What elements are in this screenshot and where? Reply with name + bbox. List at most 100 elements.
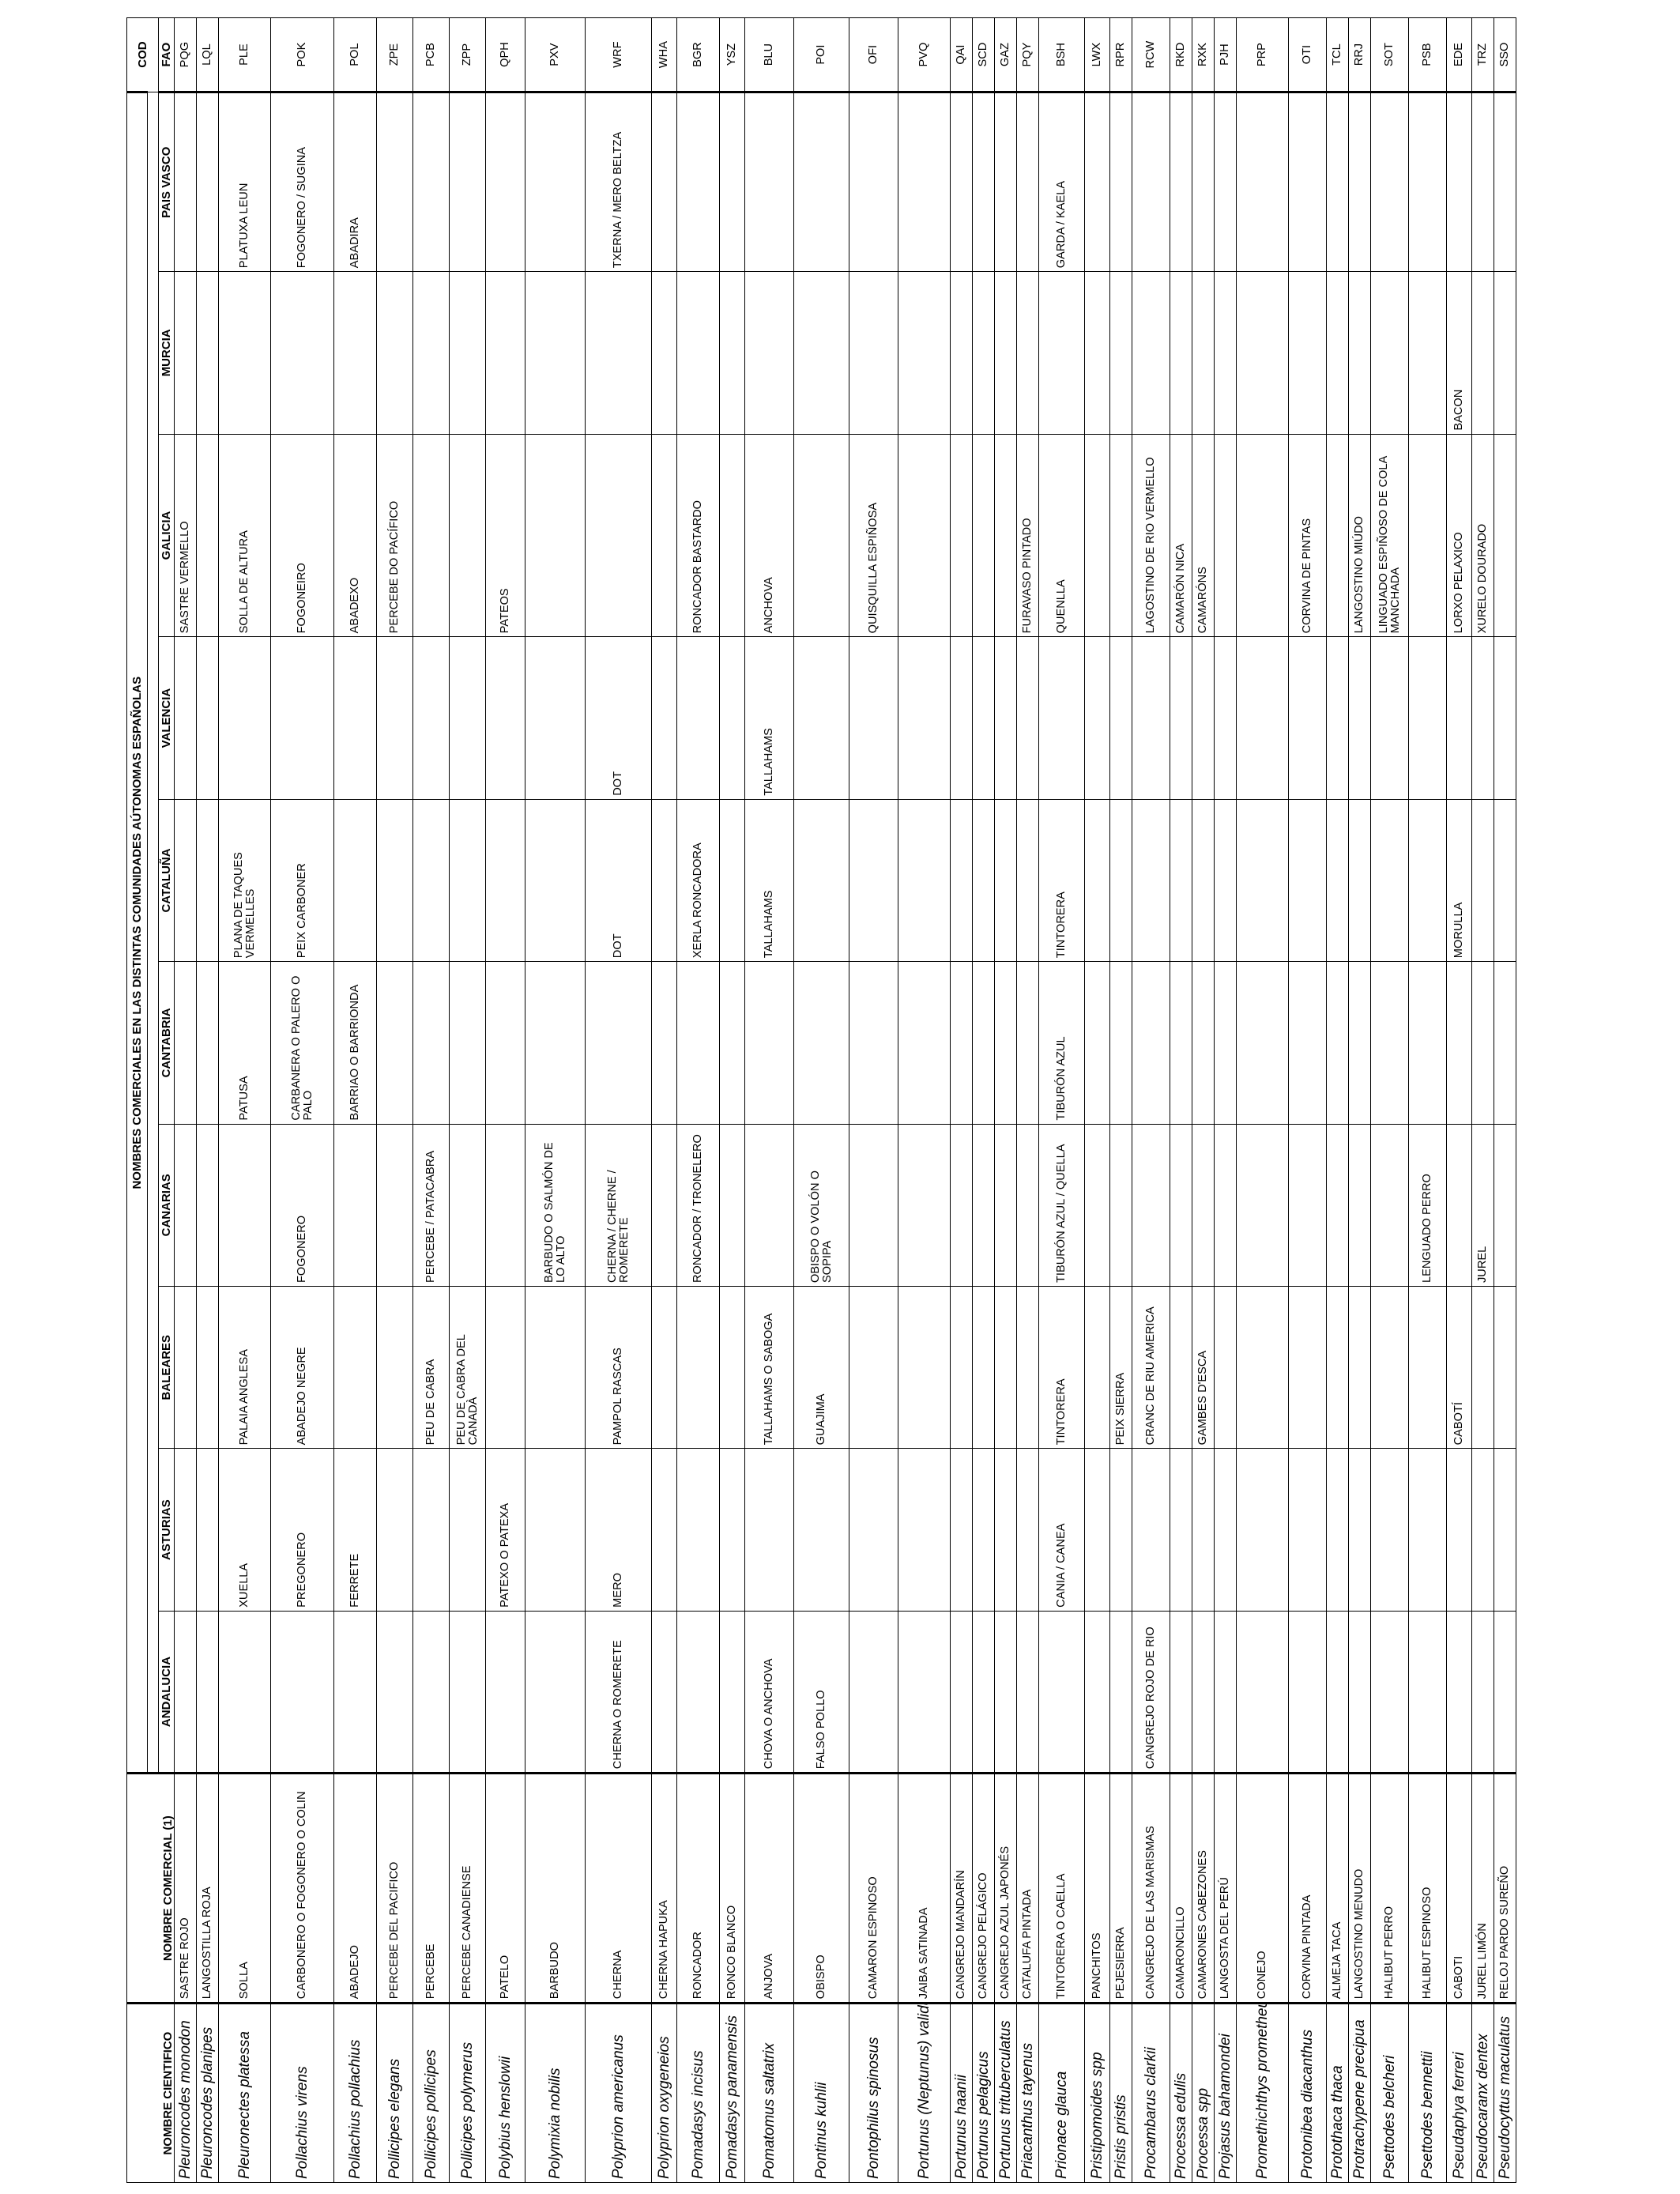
header-region-7: VALENCIA bbox=[158, 636, 175, 800]
region-name-cell bbox=[719, 1286, 745, 1449]
table-row: Pomatomus saltatrix ANJOVA CHOVA O ANCHOVA… bbox=[744, 17, 794, 2183]
region-name-cell bbox=[270, 636, 334, 800]
commercial-name-cell: JUREL LIMÓN bbox=[1471, 1773, 1494, 2004]
region-name-cell bbox=[1348, 1286, 1371, 1449]
region-name-cell bbox=[1236, 1286, 1289, 1449]
region-name-cell bbox=[376, 636, 413, 800]
region-name-cell bbox=[1016, 1124, 1039, 1287]
region-name-cell bbox=[1494, 1286, 1516, 1449]
scientific-name-cell: Portunus haanii bbox=[950, 2003, 973, 2183]
fao-code-cell: QAI bbox=[950, 17, 973, 92]
table-row: Pleuroncodes planipes LANGOSTILLA ROJA LQL bbox=[196, 17, 219, 2183]
region-name-cell bbox=[1326, 1124, 1349, 1287]
region-name-cell bbox=[1370, 799, 1409, 962]
region-name-cell bbox=[1170, 1286, 1192, 1449]
region-name-cell bbox=[1236, 961, 1289, 1125]
table-row: Prionace glauca TINTORERA O CAELLA CANIA /… bbox=[1038, 17, 1085, 2183]
header-cod: COD bbox=[126, 17, 159, 92]
region-name-cell bbox=[485, 1286, 525, 1449]
region-name-cell bbox=[849, 1124, 898, 1287]
region-name-cell bbox=[1326, 1611, 1349, 1774]
region-name-cell bbox=[1016, 1286, 1039, 1449]
region-name-cell bbox=[994, 1286, 1017, 1449]
region-name-cell: PEU DE CABRA DEL CANADÀ bbox=[449, 1286, 486, 1449]
region-name-cell bbox=[1348, 1611, 1371, 1774]
region-name-cell: CHOVA O ANCHOVA bbox=[744, 1611, 794, 1774]
fao-code-cell: ZPE bbox=[376, 17, 413, 92]
fao-code-cell: PRP bbox=[1236, 17, 1289, 92]
region-name-cell bbox=[950, 799, 973, 962]
region-name-cell bbox=[1214, 1286, 1237, 1449]
region-name-cell: PREGONERO bbox=[270, 1448, 334, 1612]
fao-code-cell: SOT bbox=[1370, 17, 1409, 92]
region-name-cell: ABADEJO NEGRE bbox=[270, 1286, 334, 1449]
region-name-cell bbox=[950, 1286, 973, 1449]
region-name-cell bbox=[1494, 92, 1516, 272]
scientific-name-cell: Polyprion americanus bbox=[585, 2003, 652, 2183]
region-name-cell: PLANA DE TAQUES VERMELLES bbox=[218, 799, 271, 962]
region-name-cell bbox=[972, 1611, 995, 1774]
region-name-cell bbox=[412, 271, 450, 435]
region-name-cell bbox=[1132, 92, 1170, 272]
region-name-cell bbox=[1288, 1448, 1327, 1612]
scientific-name-cell: Pleuroncodes monodon bbox=[174, 2003, 197, 2183]
region-name-cell bbox=[1214, 799, 1237, 962]
table-row: Portunus trituberculatus CANGREJO AZUL JA… bbox=[994, 17, 1017, 2183]
region-name-cell bbox=[1326, 1448, 1349, 1612]
region-name-cell bbox=[1084, 92, 1110, 272]
region-name-cell bbox=[950, 636, 973, 800]
region-name-cell bbox=[333, 1124, 377, 1287]
scientific-name-cell: Pomatomus saltatrix bbox=[744, 2003, 794, 2183]
scientific-name-cell: Promethichthys prometheus bbox=[1236, 2003, 1289, 2183]
table-row: Polybius henslowii PATELO PATEXO O PATEXA P… bbox=[485, 17, 525, 2183]
region-name-cell bbox=[449, 92, 486, 272]
region-name-cell bbox=[270, 1611, 334, 1774]
region-name-cell bbox=[1326, 636, 1349, 800]
commercial-name-cell: CANGREJO MANDARÍN bbox=[950, 1773, 973, 2004]
region-name-cell bbox=[1236, 1611, 1289, 1774]
region-name-cell: QUENLLA bbox=[1038, 434, 1085, 637]
fao-code-cell: PVQ bbox=[898, 17, 951, 92]
region-name-cell bbox=[196, 1448, 219, 1612]
region-name-cell bbox=[1084, 1286, 1110, 1449]
region-name-cell bbox=[1494, 1611, 1516, 1774]
region-name-cell: PLATUXA LEUN bbox=[218, 92, 271, 272]
region-name-cell bbox=[174, 271, 197, 435]
region-name-cell bbox=[651, 636, 677, 800]
table-row: Pseudocyttus maculatus RELOJ PARDO SUREÑO… bbox=[1494, 17, 1516, 2183]
region-name-cell bbox=[1446, 961, 1472, 1125]
commercial-name-cell: HALIBUT PERRO bbox=[1370, 1773, 1409, 2004]
region-name-cell bbox=[1109, 636, 1132, 800]
fao-code-cell: RPR bbox=[1109, 17, 1132, 92]
header-fao: FAO bbox=[158, 17, 175, 92]
region-name-cell: CAMARÓNS bbox=[1192, 434, 1215, 637]
region-name-cell bbox=[1348, 92, 1371, 272]
region-name-cell: PATUSA bbox=[218, 961, 271, 1125]
region-name-cell bbox=[1214, 271, 1237, 435]
region-name-cell: BARBUDO O SALMÓN DE LO ALTO bbox=[525, 1124, 586, 1287]
region-name-cell: PERCEBE DO PACÍFICO bbox=[376, 434, 413, 637]
fao-code-cell: WRF bbox=[585, 17, 652, 92]
commercial-name-cell: ABADEJO bbox=[333, 1773, 377, 2004]
table-row: Pomadasys incisus RONCADOR RONCADOR / TRON… bbox=[676, 17, 720, 2183]
region-name-cell bbox=[898, 271, 951, 435]
region-name-cell bbox=[994, 636, 1017, 800]
region-name-cell bbox=[1370, 961, 1409, 1125]
fao-code-cell: EDE bbox=[1446, 17, 1472, 92]
fao-code-cell: PXV bbox=[525, 17, 586, 92]
region-name-cell bbox=[1408, 799, 1447, 962]
region-name-cell: TALLAHAMS bbox=[744, 636, 794, 800]
region-name-cell bbox=[676, 961, 720, 1125]
region-name-cell bbox=[449, 799, 486, 962]
region-name-cell bbox=[1326, 799, 1349, 962]
commercial-name-cell: PERCEBE bbox=[412, 1773, 450, 2004]
commercial-name-cell: CATALUFA PINTADA bbox=[1016, 1773, 1039, 2004]
region-name-cell bbox=[1236, 1124, 1289, 1287]
region-name-cell bbox=[1288, 1124, 1327, 1287]
region-name-cell: PATEXO O PATEXA bbox=[485, 1448, 525, 1612]
region-name-cell bbox=[333, 271, 377, 435]
table-row: Polymixia nobilis BARBUDO BARBUDO O SALMÓN… bbox=[525, 17, 586, 2183]
region-name-cell bbox=[1132, 636, 1170, 800]
region-name-cell bbox=[1170, 92, 1192, 272]
